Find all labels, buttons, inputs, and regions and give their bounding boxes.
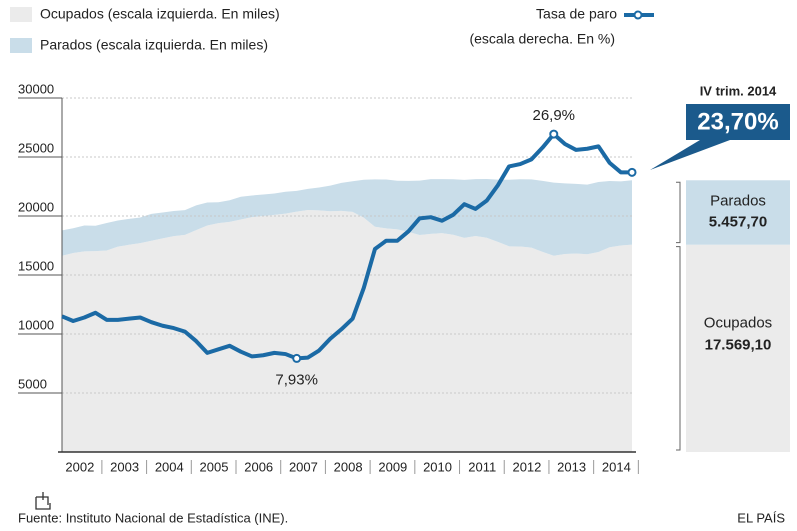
x-tick-label: 2014 (602, 459, 631, 474)
x-tick-label: 2002 (65, 459, 94, 474)
x-tick-label: 2008 (334, 459, 363, 474)
callout-period: IV trim. 2014 (700, 83, 777, 98)
legend-label: Parados (escala izquierda. En miles) (40, 37, 268, 53)
callout-box (686, 104, 790, 140)
data-label: 7,93% (275, 371, 318, 388)
y-tick-label: 20000 (18, 199, 54, 214)
marker (292, 353, 302, 363)
panel-value: 5.457,70 (709, 213, 767, 230)
line (61, 132, 632, 361)
icon (35, 492, 51, 510)
panel-label: Parados (710, 192, 766, 209)
callout-pointer (650, 140, 730, 170)
x-tick-label: 2006 (244, 459, 273, 474)
area (62, 209, 632, 452)
panel-value: 17.569,10 (705, 336, 772, 353)
x-tick-label: 2010 (423, 459, 452, 474)
legend-label: Tasa de paro (536, 6, 617, 22)
legend-swatch (10, 38, 32, 53)
legend-label: (escala derecha. En %) (469, 31, 615, 47)
x-tick-label: 2012 (512, 459, 541, 474)
legend-label: Ocupados (escala izquierda. En miles) (40, 6, 280, 22)
x-tick-label: 2013 (557, 459, 586, 474)
legend-swatch (10, 7, 32, 22)
data-label: 26,9% (532, 107, 575, 124)
x-tick-label: 2003 (110, 459, 139, 474)
x-tick-label: 2005 (200, 459, 229, 474)
x-tick-label: 2009 (378, 459, 407, 474)
y-tick-label: 15000 (18, 258, 54, 273)
marker (549, 129, 559, 139)
legend-marker (633, 10, 643, 20)
brand: EL PAÍS (737, 510, 785, 525)
source: Fuente: Instituto Nacional de Estadístic… (18, 510, 288, 525)
callout-rate: 23,70% (697, 108, 778, 135)
y-tick-label: 10000 (18, 317, 54, 332)
x-tick-label: 2007 (289, 459, 318, 474)
marker (627, 167, 637, 177)
bracket (676, 181, 681, 244)
y-tick-label: 25000 (18, 140, 54, 155)
panel-bar (686, 244, 790, 452)
panel-bar (686, 180, 790, 245)
panel-label: Ocupados (704, 314, 772, 331)
x-tick-label: 2004 (155, 459, 184, 474)
y-tick-label: 30000 (18, 81, 54, 96)
x-tick-label: 2011 (468, 459, 496, 474)
bracket (676, 246, 681, 451)
y-tick-label: 5000 (18, 376, 47, 391)
